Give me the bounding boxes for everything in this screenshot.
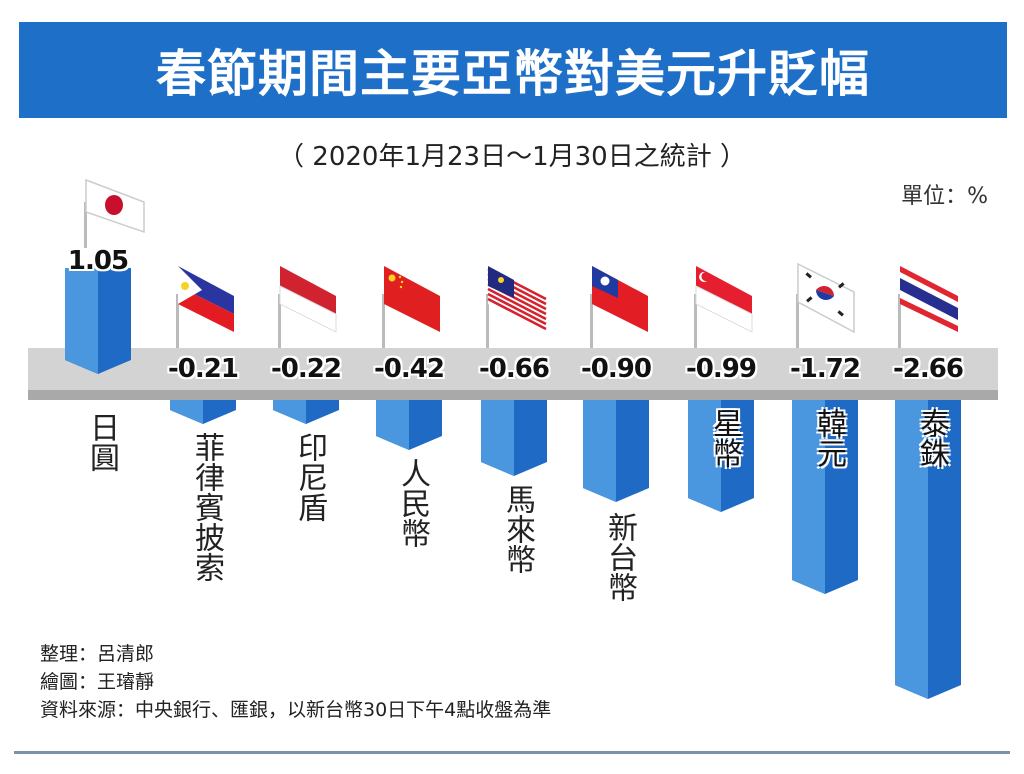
baseline-band-shadow [28,390,998,400]
value-label-japan: 1.05 [67,246,129,276]
bar-malaysia [481,400,547,476]
japan-flag-icon [84,178,145,248]
value-label-singapore: -0.99 [686,354,757,384]
category-label-japan: 日圓 [84,412,119,472]
title-bar: 春節期間主要亞幣對美元升貶幅 [19,22,1007,118]
value-label-philippines: -0.21 [168,354,239,384]
value-label-indonesia: -0.22 [271,354,342,384]
philippines-flag-icon [176,266,234,350]
value-label-taiwan: -0.90 [581,354,652,384]
category-label-thailand: 泰銖 [914,408,949,468]
thailand-flag-icon [898,266,958,350]
bar-indonesia [273,400,339,424]
category-label-taiwan: 新台幣 [602,512,637,602]
credits: 整理：呂清郎 繪圖：王璿靜 資料來源：中央銀行、匯銀，以新台幣30日下午4點收盤… [40,640,551,724]
category-label-philippines: 菲律賓披索 [189,432,224,582]
bottom-divider [14,751,1010,754]
category-label-singapore: 星幣 [707,408,742,468]
bar-philippines [170,400,236,424]
china-flag-icon [382,266,440,350]
value-label-china: -0.42 [374,354,445,384]
category-label-china: 人民幣 [395,458,430,548]
bar-thailand [895,400,961,699]
data-source: 資料來源：中央銀行、匯銀，以新台幣30日下午4點收盤為準 [40,699,552,721]
value-label-thailand: -2.66 [893,354,964,384]
category-label-indonesia: 印尼盾 [292,432,327,522]
value-label-south-korea: -1.72 [790,354,861,384]
chart-subtitle: （ 2020年1月23日～1月30日之統計 ） [278,142,746,172]
drawn-by: 繪圖：王璿靜 [40,671,155,693]
category-label-malaysia: 馬來幣 [500,484,535,574]
value-label-malaysia: -0.66 [479,354,550,384]
bar-japan [65,268,131,374]
bar-china [376,400,442,450]
south-korea-flag-icon [796,262,855,350]
bar-south-korea [792,400,858,594]
bar-singapore [688,400,754,512]
unit-label: 單位：% [901,184,988,209]
category-label-south-korea: 韓元 [811,408,846,468]
malaysia-flag-icon [486,266,547,350]
baseline-band [28,348,998,390]
bar-taiwan [583,400,649,502]
singapore-flag-icon [694,266,753,350]
compiled-by: 整理：呂清郎 [40,643,155,665]
indonesia-flag-icon [278,266,337,350]
taiwan-flag-icon [590,266,648,350]
chart-title: 春節期間主要亞幣對美元升貶幅 [156,45,870,103]
